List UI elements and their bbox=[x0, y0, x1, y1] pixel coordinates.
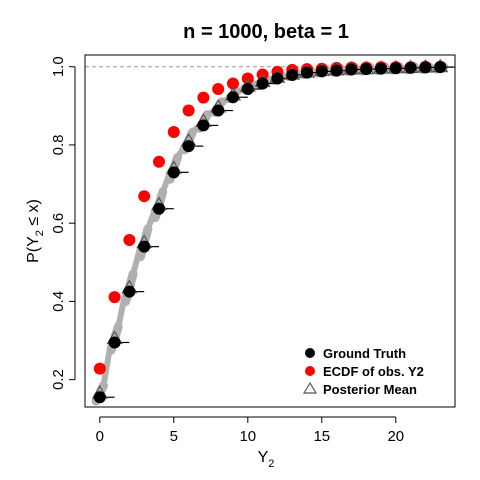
legend-label: Ground Truth bbox=[323, 346, 406, 361]
x-tick-label: 15 bbox=[313, 428, 330, 445]
ecdf-point bbox=[153, 155, 165, 168]
ground-truth-point bbox=[301, 66, 313, 79]
ground-truth-point bbox=[419, 61, 432, 74]
chart-marks bbox=[91, 58, 455, 404]
y-axis: 0.2 0.4 0.6 0.8 1.0 bbox=[50, 56, 76, 390]
ground-truth-point bbox=[153, 202, 165, 215]
plot-frame bbox=[84, 54, 456, 408]
y-axis-label: P(Y2 ≤ x) bbox=[25, 199, 46, 263]
ground-truth-point bbox=[389, 62, 402, 75]
legend-label: Posterior Mean bbox=[323, 382, 417, 397]
legend-label: ECDF of obs. Y2 bbox=[323, 364, 424, 379]
ground-truth-point bbox=[434, 61, 447, 74]
x-axis-label: Y2 bbox=[258, 449, 275, 470]
ecdf-point bbox=[227, 77, 239, 90]
ecdf-point bbox=[108, 291, 121, 304]
ground-truth-point bbox=[108, 336, 121, 349]
ground-truth-point bbox=[212, 104, 225, 117]
legend-marker bbox=[305, 348, 315, 358]
y-tick-label: 0.6 bbox=[50, 213, 67, 234]
ground-truth-point bbox=[93, 391, 106, 404]
legend-marker bbox=[302, 381, 318, 394]
ground-truth-point bbox=[330, 64, 343, 77]
ecdf-point bbox=[138, 190, 151, 203]
ecdf-point bbox=[167, 126, 180, 139]
ground-truth-point bbox=[286, 68, 299, 81]
ecdf-point bbox=[123, 233, 136, 246]
y-tick-label: 0.8 bbox=[50, 135, 67, 156]
ground-truth-point bbox=[241, 83, 254, 96]
y-tick-label: 0.2 bbox=[50, 369, 67, 390]
x-axis: 0 5 10 15 20 bbox=[96, 416, 404, 445]
ecdf-point bbox=[182, 104, 195, 117]
ecdf-point bbox=[197, 91, 210, 104]
ground-truth-point bbox=[167, 166, 180, 179]
legend: Ground Truth ECDF of obs. Y2 Posterior Mea… bbox=[302, 346, 424, 397]
x-tick-label: 10 bbox=[239, 428, 256, 445]
ecdf-point bbox=[93, 362, 106, 375]
ground-truth-point bbox=[315, 65, 328, 78]
y-tick-label: 0.4 bbox=[50, 291, 67, 312]
ground-truth-point bbox=[138, 240, 151, 253]
ground-truth-point bbox=[271, 72, 284, 85]
ground-truth-point bbox=[197, 119, 210, 132]
chart-title: n = 1000, beta = 1 bbox=[183, 21, 349, 43]
x-tick-label: 0 bbox=[96, 428, 104, 445]
ground-truth-point bbox=[123, 285, 136, 298]
legend-marker bbox=[305, 366, 315, 376]
y-tick-label: 1.0 bbox=[50, 56, 67, 77]
ecdf-point bbox=[212, 83, 225, 96]
ground-truth-point bbox=[375, 62, 387, 75]
ground-truth-point bbox=[227, 91, 239, 104]
ground-truth-point bbox=[182, 140, 195, 153]
ground-truth-point bbox=[256, 77, 269, 90]
x-tick-label: 20 bbox=[387, 428, 404, 445]
ground-truth-point bbox=[404, 61, 417, 74]
ground-truth-point bbox=[360, 63, 373, 76]
ground-truth-point bbox=[345, 63, 358, 76]
x-tick-label: 5 bbox=[170, 428, 178, 445]
